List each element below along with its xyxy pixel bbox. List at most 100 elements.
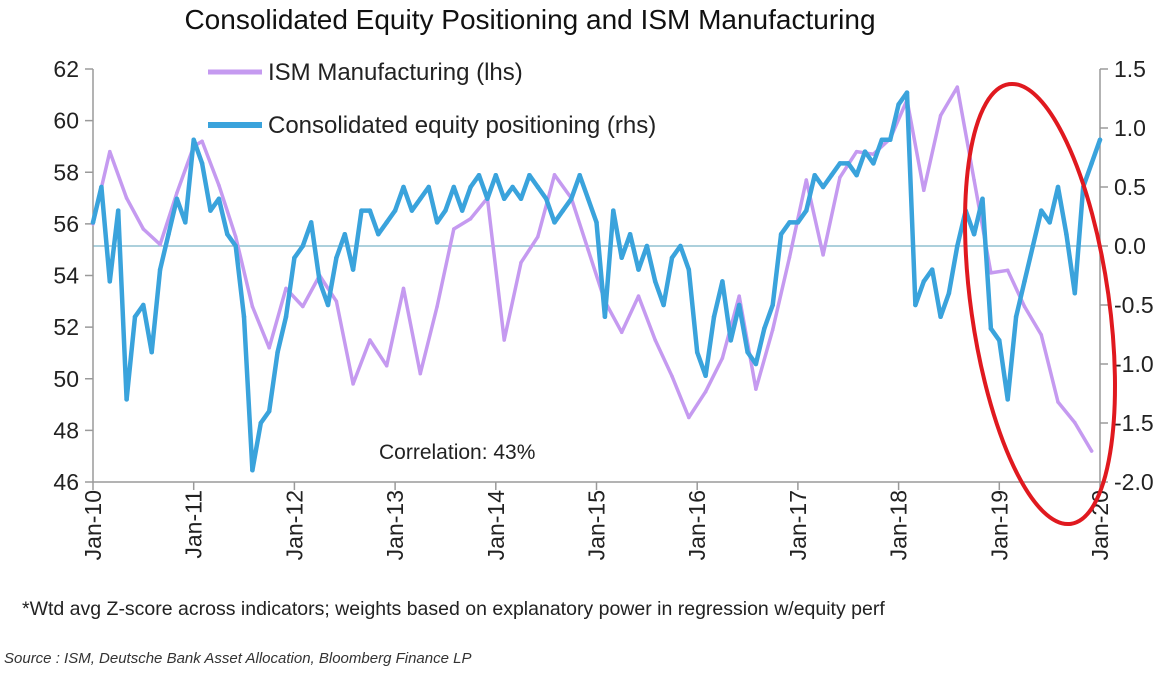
positioning-point [115,208,121,213]
positioning-point [971,231,977,237]
ism-point [754,387,758,391]
chart-title: Consolidated Equity Positioning and ISM … [184,4,875,35]
positioning-point [1097,137,1103,143]
positioning-point [543,196,549,202]
positioning-point [560,208,566,213]
positioning-point [166,231,171,237]
left-tick-label: 46 [53,469,79,495]
ism-point [787,255,792,260]
positioning-point [585,196,591,202]
positioning-point [292,255,297,261]
positioning-point [644,243,650,249]
positioning-point [938,314,943,320]
positioning-point [955,243,960,249]
positioning-point [569,196,574,202]
positioning-point [887,137,893,143]
ism-point [334,299,339,304]
ism-point [435,304,439,309]
positioning-point [367,208,373,213]
positioning-point [535,184,541,190]
positioning-point [225,231,230,237]
positioning-point [720,279,725,284]
ism-point [250,304,255,309]
positioning-point [90,220,96,225]
positioning-point [350,267,356,272]
positioning-point [854,172,859,178]
positioning-point [132,314,138,320]
right-tick-label: 0.0 [1114,233,1146,259]
positioning-point [308,220,314,225]
ism-point [384,364,389,368]
positioning-point [283,314,289,320]
positioning-point [409,208,415,213]
positioning-point [233,243,238,249]
positioning-point [787,220,792,225]
x-axis: Jan-10 Jan-11 Jan-12 Jan-13 Jan-14 Jan-15 Jan-… [80,481,1113,560]
positioning-point [443,208,448,213]
positioning-point [686,267,692,272]
ism-point [922,188,926,193]
ism-point [158,242,162,247]
positioning-point [619,255,624,261]
positioning-point [1055,184,1061,190]
ism-point [938,113,943,118]
ism-point [124,196,129,200]
positioning-point [1072,290,1078,296]
ism-point [175,191,179,195]
left-tick-label: 62 [53,56,79,82]
positioning-point [1005,397,1010,402]
ism-point [284,286,288,291]
ism-point [804,178,809,182]
positioning-point [837,161,843,166]
positioning-point [183,220,188,225]
ism-point [619,330,624,335]
x-tick-label: Jan-13 [382,490,408,560]
left-tick-label: 58 [53,159,79,185]
positioning-point [476,172,482,178]
positioning-series [90,90,1103,473]
positioning-point [661,302,666,308]
positioning-point [762,326,767,331]
positioning-point [275,349,280,355]
positioning-point [988,326,994,331]
positioning-point [627,231,633,237]
positioning-point [107,279,113,284]
legend: ISM Manufacturing (lhs) Consolidated equ… [208,59,656,139]
positioning-point [913,302,918,308]
positioning-point [1089,161,1094,166]
positioning-point [997,338,1002,343]
positioning-point [342,231,348,237]
right-tick-label: 1.5 [1114,56,1146,82]
x-tick-label: Jan-11 [181,490,207,559]
ism-point [552,173,557,177]
positioning-point [846,161,851,166]
ism-point [838,175,842,180]
positioning-point [334,255,339,261]
positioning-point [921,279,927,284]
positioning-point [904,90,910,95]
ism-point [821,253,825,257]
positioning-point [266,408,272,414]
correlation-annotation: Correlation: 43% [379,441,535,464]
positioning-point [1047,220,1052,225]
ism-point [770,327,775,332]
positioning-point [795,220,801,225]
ism-point [301,304,305,309]
left-tick-label: 48 [53,417,79,443]
positioning-point [577,172,582,178]
positioning-point [636,267,641,272]
right-axis: 1.5 1.0 0.5 0.0 -0.5 -1.0 -1.5 -2.0 [1099,56,1154,495]
positioning-line [90,90,1103,473]
right-tick-label: -1.5 [1114,410,1154,436]
positioning-point [1039,208,1044,213]
positioning-point [745,349,750,355]
positioning-point [778,231,784,237]
ism-point [636,294,641,298]
positioning-point [241,314,247,320]
legend-positioning-label: Consolidated equity positioning (rhs) [268,112,656,139]
positioning-point [602,314,608,320]
ism-point [1039,333,1044,337]
positioning-point [426,184,431,190]
positioning-point [174,196,180,202]
